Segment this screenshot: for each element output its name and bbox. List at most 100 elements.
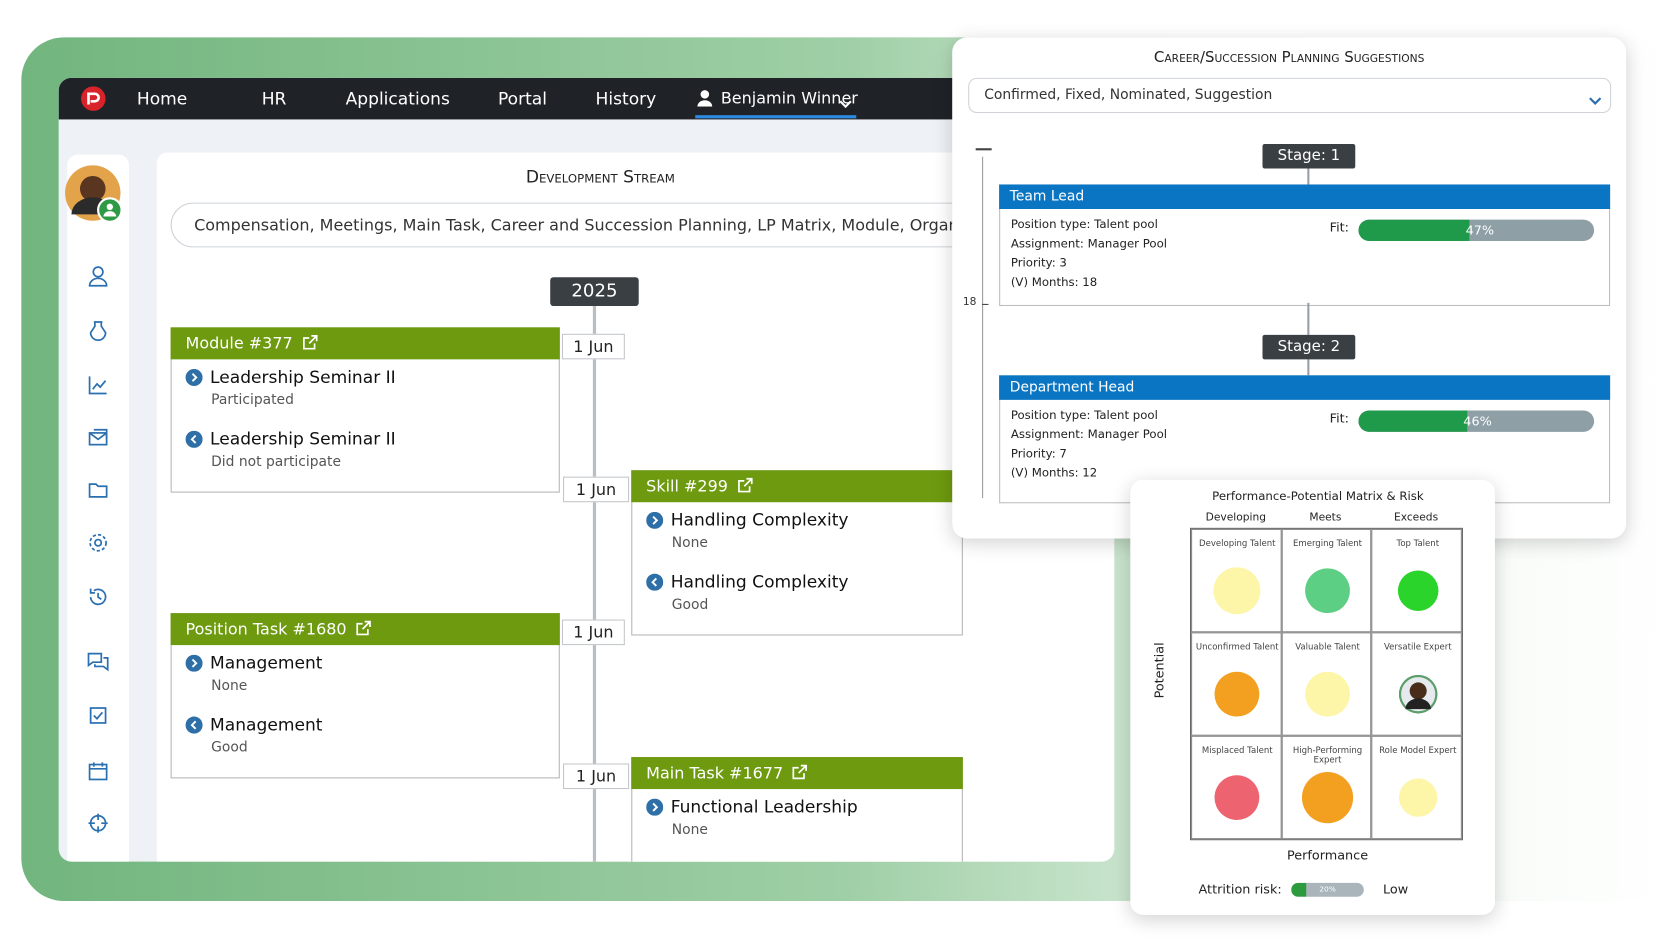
fit-fill xyxy=(1358,219,1470,241)
item-name: Handling Complexity xyxy=(670,509,849,530)
item-name: Management xyxy=(210,714,323,735)
sidebar-icon[interactable] xyxy=(86,759,109,782)
year-badge: 2025 xyxy=(550,277,639,307)
timeline-card: Module #377 Leadership Seminar II Particip… xyxy=(170,327,560,493)
risk-level: Low xyxy=(1382,881,1409,897)
talent-dot xyxy=(1398,778,1438,817)
external-link[interactable] xyxy=(302,334,319,355)
risk-bar: 20% xyxy=(1291,882,1364,897)
stage-badge: Stage: 1 xyxy=(1262,143,1356,169)
logo[interactable] xyxy=(81,86,106,111)
fit-label: Fit: xyxy=(1329,410,1350,426)
matrix-cell: Role Model Expert xyxy=(1371,735,1462,840)
external-link[interactable] xyxy=(791,763,808,784)
external-link[interactable] xyxy=(737,477,754,498)
nav-item[interactable]: HR xyxy=(261,88,287,109)
sidebar-icon[interactable] xyxy=(86,373,109,396)
talent-dot xyxy=(1305,671,1350,717)
column-header: Meets xyxy=(1309,511,1342,524)
item-icon xyxy=(185,430,203,452)
talent-dot xyxy=(1213,567,1261,615)
card-title[interactable]: Main Task #1677 xyxy=(646,763,784,783)
section-title: Development Stream xyxy=(525,166,675,187)
item-status: Participated xyxy=(211,392,294,409)
talent-dot xyxy=(1397,570,1439,611)
nav-item[interactable]: Applications xyxy=(345,88,450,109)
status-filter[interactable]: Confirmed, Fixed, Nominated, Suggestion xyxy=(968,77,1612,114)
timeline-card: Position Task #1680 Management None Managem… xyxy=(170,613,560,779)
card-title[interactable]: Skill #299 xyxy=(646,476,728,496)
chevron xyxy=(838,94,853,114)
matrix-cell: Top Talent xyxy=(1371,528,1462,633)
stage-badge: Stage: 2 xyxy=(1262,334,1356,360)
cell-label: Misplaced Talent xyxy=(1201,745,1273,755)
item-icon xyxy=(185,368,203,390)
sidebar-icon[interactable] xyxy=(86,425,109,448)
sidebar-icon[interactable] xyxy=(86,585,109,608)
item-status: None xyxy=(211,678,248,695)
nav-item[interactable]: History xyxy=(595,88,657,109)
nav-item[interactable]: Portal xyxy=(497,88,547,109)
item-name: Functional Leadership xyxy=(670,796,858,817)
item-name: Handling Complexity xyxy=(670,571,849,592)
item-status: Good xyxy=(671,597,709,614)
talent-dot xyxy=(1305,568,1350,614)
risk-label: Attrition risk: xyxy=(1198,881,1282,897)
date-label: 1 Jun xyxy=(563,476,630,503)
sidebar-icon[interactable] xyxy=(86,478,109,501)
item-name: Leadership Seminar II xyxy=(210,366,396,388)
column-header: Exceeds xyxy=(1393,511,1439,524)
card-title[interactable]: Module #377 xyxy=(185,333,293,353)
sidebar-icon[interactable] xyxy=(86,264,109,287)
cell-label: Versatile Expert xyxy=(1384,641,1452,652)
date-label: 1 Jun xyxy=(561,619,625,646)
risk-value: 20% xyxy=(1319,885,1336,894)
detail-line: (V) Months: 12 xyxy=(1010,465,1098,480)
item-status: Did not participate xyxy=(211,454,341,471)
stage-connector xyxy=(1307,359,1310,376)
detail-line: Position type: Talent pool xyxy=(1010,408,1158,423)
suggestion-card: Department Head Status: Suggestion Positio… xyxy=(999,375,1611,504)
card-title[interactable]: Position Task #1680 xyxy=(185,619,347,639)
item-icon xyxy=(185,716,203,738)
sidebar-icon[interactable] xyxy=(86,531,109,554)
matrix-cell: High-Performing Expert xyxy=(1281,735,1372,840)
stage-connector xyxy=(1307,302,1310,335)
timeline-card: Skill #299 Handling Complexity None Handlin… xyxy=(631,470,963,636)
filter-field[interactable]: Compensation, Meetings, Main Task, Caree… xyxy=(170,202,1088,248)
cell-label: Role Model Expert xyxy=(1379,745,1457,755)
user-menu[interactable]: Benjamin Winner xyxy=(720,88,858,108)
axis-tick xyxy=(975,148,992,151)
talent-dot xyxy=(1301,772,1354,824)
axis-tick xyxy=(982,303,989,305)
sidebar-icon[interactable] xyxy=(86,319,109,342)
matrix-cell: Valuable Talent xyxy=(1281,632,1372,736)
item-icon xyxy=(185,654,203,676)
nav-item[interactable]: Home xyxy=(136,88,188,109)
card-header: Module #377 xyxy=(170,327,560,360)
external-link[interactable] xyxy=(355,620,372,641)
fit-value: 47% xyxy=(1465,222,1495,238)
fit-fill xyxy=(1358,410,1467,432)
detail-line: Priority: 3 xyxy=(1010,255,1067,270)
x-axis-label: Performance xyxy=(1286,847,1369,863)
timeline-line xyxy=(592,306,597,862)
detail-line: (V) Months: 18 xyxy=(1010,275,1098,289)
role: Team Lead xyxy=(1009,188,1085,205)
detail-line: Priority: 7 xyxy=(1010,446,1067,461)
matrix-cell: Emerging Talent xyxy=(1281,528,1372,633)
sidebar-icon[interactable] xyxy=(86,811,109,834)
avatar xyxy=(65,165,125,225)
detail-line: Position type: Talent pool xyxy=(1010,217,1158,232)
career-panel: Career/Succession Planning Suggestions Co… xyxy=(952,37,1627,539)
fit-value: 46% xyxy=(1463,413,1492,429)
item-status: Good xyxy=(211,740,248,757)
sidebar-icon[interactable] xyxy=(86,649,109,672)
fit-bar: 46% xyxy=(1358,410,1595,432)
sidebar-icon[interactable] xyxy=(86,704,109,727)
navbar: Home HR Applications Portal History Benjamin … xyxy=(58,77,1115,120)
axis-label: 18 xyxy=(962,296,977,309)
date-label: 1 Jun xyxy=(563,763,630,790)
chevron xyxy=(1588,91,1603,111)
